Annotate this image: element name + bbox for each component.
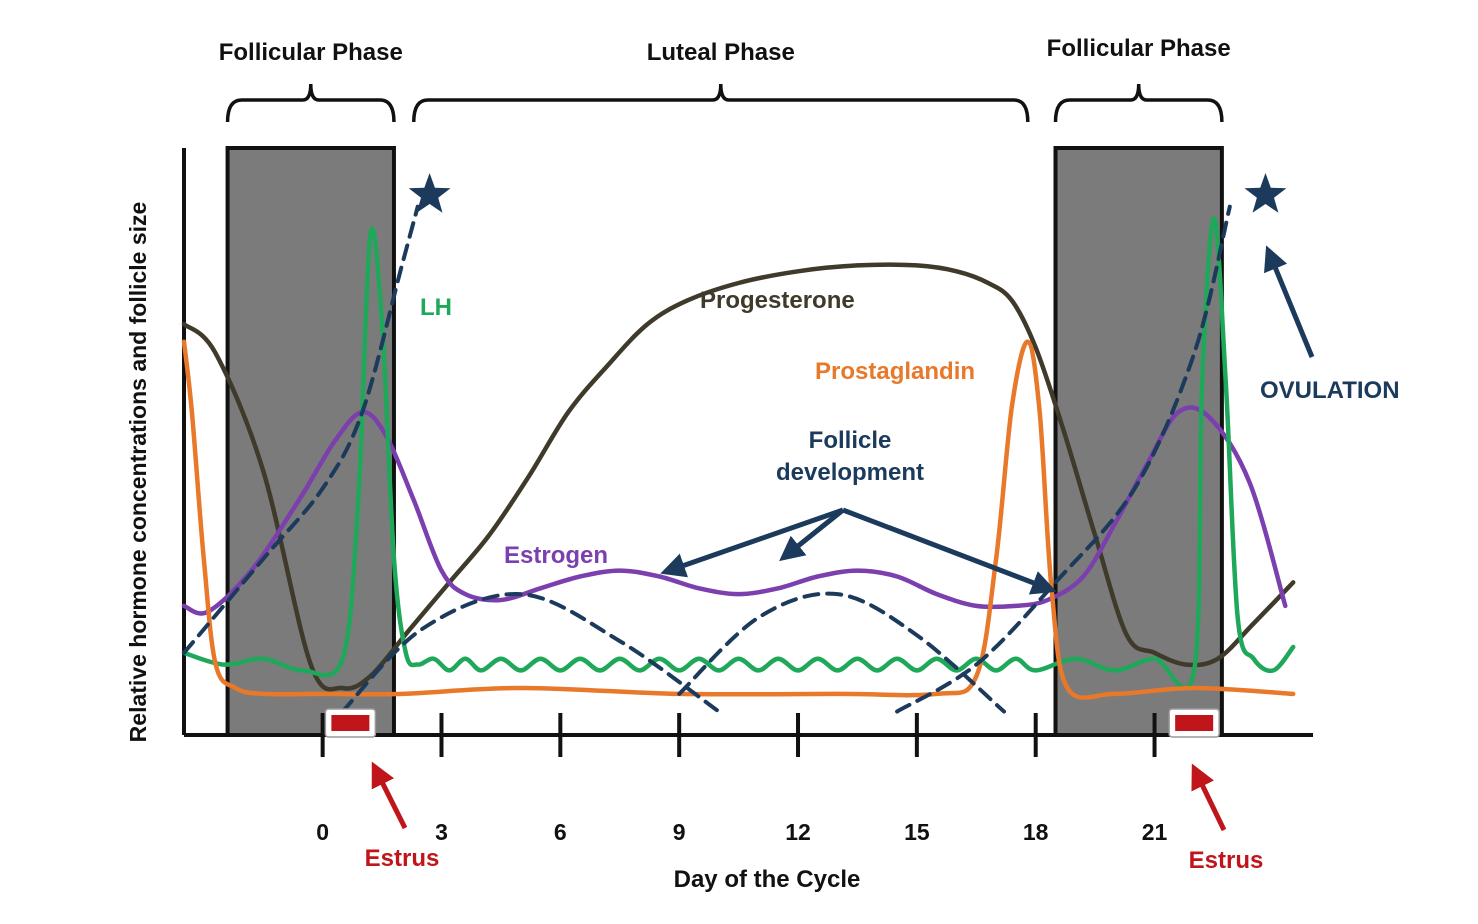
annotation-estrus-7: Estrus [1189, 847, 1264, 874]
phase-brace-1 [225, 83, 396, 123]
ovulation-star-2 [1244, 173, 1287, 213]
x-tick-label-12: 12 [785, 819, 811, 845]
annotation-ovulation: OVULATION [1260, 377, 1400, 404]
estrus-box-1 [331, 715, 370, 731]
ovulation-star-1 [408, 173, 451, 213]
annotation-progesterone: Progesterone [700, 287, 855, 314]
estrus-arrow-1 [371, 761, 408, 830]
phase-brace-3 [1053, 83, 1224, 123]
series-progesterone-line [181, 262, 1296, 692]
y-axis-label: Relative hormone concentrations and foll… [125, 202, 151, 743]
x-axis-label: Day of the Cycle [674, 866, 861, 893]
series-follicle-development-curve-3 [677, 591, 1006, 714]
series-prostaglandin-line [181, 339, 1296, 700]
follicle-development-arrow-2 [779, 508, 845, 562]
x-tick-label-6: 6 [554, 819, 567, 845]
x-tick-label-3: 3 [435, 819, 448, 845]
phase-label-1: Follicular Phase [219, 39, 403, 66]
phase-brace-2 [412, 83, 1030, 123]
annotation-lh: LH [420, 294, 452, 321]
estrus-box-2 [1175, 715, 1214, 731]
x-tick-label-15: 15 [904, 819, 930, 845]
annotation-prostaglandin: Prostaglandin [815, 358, 975, 385]
estrus-arrow-2 [1191, 763, 1227, 832]
series-lh-line [181, 216, 1296, 691]
phase-band-3 [1053, 146, 1224, 737]
x-tick-label-9: 9 [673, 819, 686, 845]
x-tick-label-18: 18 [1023, 819, 1049, 845]
follicle-development-arrow-1 [660, 507, 844, 578]
x-tick-label-0: 0 [316, 819, 329, 845]
phase-label-3: Follicular Phase [1047, 35, 1231, 62]
series-follicle-development-curve-2 [340, 592, 721, 714]
x-tick-label-21: 21 [1142, 819, 1168, 845]
annotation-estrogen: Estrogen [504, 542, 608, 569]
annotation-follicle-development-line-1: Follicle [809, 427, 892, 454]
follicle-development-arrow-3 [842, 507, 1057, 595]
series-follicle-development-curve-1 [182, 204, 420, 655]
phase-label-2: Luteal Phase [647, 39, 795, 66]
annotation-follicle-development-line-2: development [776, 459, 924, 486]
series-follicle-development-curve-4 [895, 204, 1232, 714]
annotation-estrus-6: Estrus [365, 845, 440, 872]
ovulation-arrow [1264, 245, 1315, 358]
